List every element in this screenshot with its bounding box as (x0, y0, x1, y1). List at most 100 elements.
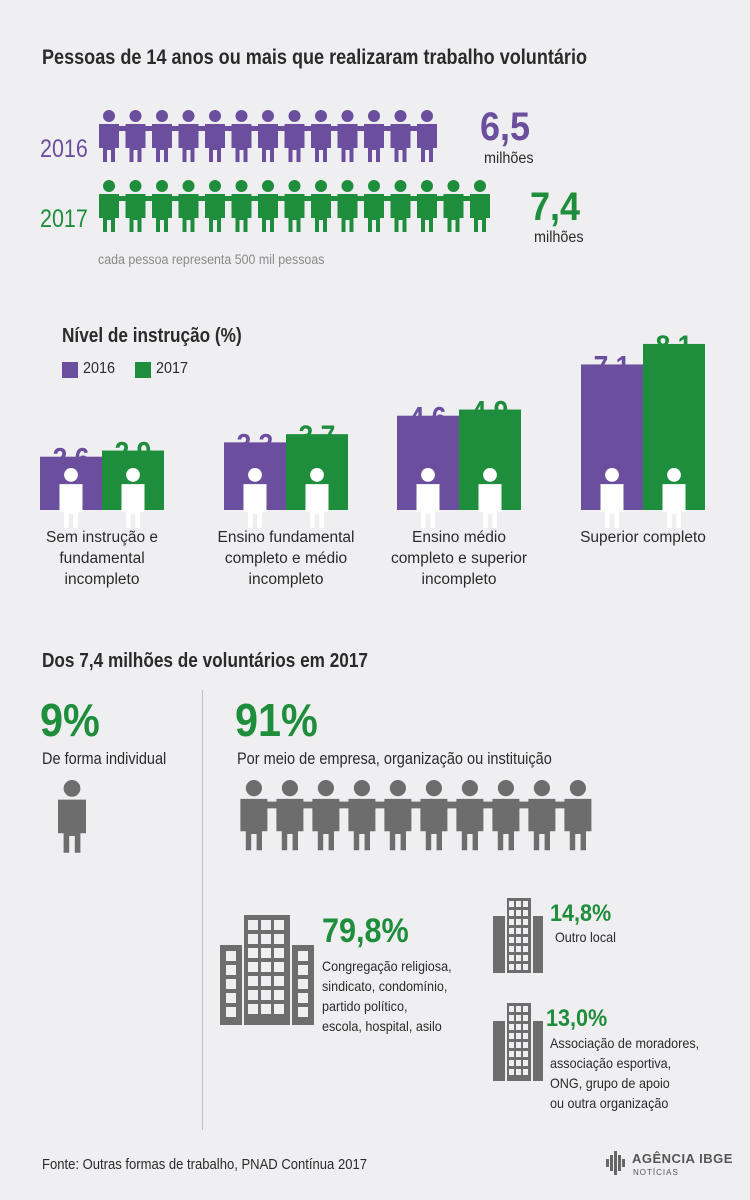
category-label-3: Superior completo (580, 529, 706, 546)
linked-arm (197, 126, 206, 131)
breakdown-pct-other: 14,8% (550, 900, 612, 927)
linked-arm (266, 801, 278, 809)
linked-arm (383, 126, 392, 131)
people-row-2016 (99, 110, 437, 162)
person-icon (390, 110, 411, 162)
linked-arm (144, 196, 153, 201)
volunteers-heading: Dos 7,4 milhões de voluntários em 2017 (42, 650, 368, 672)
ibge-logo-icon (606, 1151, 625, 1175)
person-icon (470, 180, 490, 232)
linked-arm (482, 801, 494, 809)
person-icon (305, 468, 329, 528)
person-icon (178, 110, 199, 162)
person-icon (456, 780, 484, 851)
linked-arm (224, 126, 233, 131)
linked-arm (171, 196, 180, 201)
linked-arm (197, 196, 206, 201)
person-icon (662, 468, 686, 528)
brand-line1: AGÊNCIA IBGE (632, 1151, 733, 1166)
linked-arm (330, 196, 339, 201)
person-icon (276, 780, 304, 851)
person-icon (152, 180, 172, 232)
person-icon (337, 180, 358, 232)
individual-pct: 9% (40, 694, 100, 746)
section-divider (202, 690, 203, 1130)
value-2016: 6,5 (480, 105, 531, 149)
category-label-1: completo e médio (225, 550, 347, 567)
linked-arm (409, 126, 418, 131)
person-icon (528, 780, 556, 851)
person-icon (178, 180, 199, 232)
person-icon (121, 468, 145, 528)
person-icon (231, 110, 252, 162)
linked-arm (356, 196, 365, 201)
category-label-1: Ensino fundamental (217, 529, 354, 546)
person-icon (99, 110, 119, 162)
person-icon (416, 468, 440, 528)
person-icon (258, 180, 278, 232)
linked-arm (224, 196, 233, 201)
linked-arm (303, 196, 312, 201)
bar-label-2016-3: 7,1 (594, 349, 631, 383)
breakdown-desc-association: Associação de moradores, associação espo… (550, 1035, 700, 1111)
person-icon (205, 110, 225, 162)
organization-people-row (240, 780, 592, 851)
person-icon (125, 110, 146, 162)
linked-arm (171, 126, 180, 131)
person-icon (284, 180, 305, 232)
category-label-2: completo e superior (391, 550, 527, 567)
bar-label-2017-1: 3,7 (299, 419, 336, 453)
linked-arm (277, 196, 286, 201)
category-label-1: incompleto (249, 571, 324, 588)
person-icon (492, 780, 520, 851)
bar-label-2017-0: 2,9 (115, 435, 152, 469)
linked-arm (383, 196, 392, 201)
building-icon-large (220, 915, 314, 1025)
category-label-2: Ensino médio (412, 529, 506, 546)
brand-line2: NOTÍCIAS (633, 1168, 679, 1177)
legend-swatch-2016 (62, 362, 78, 378)
person-icon (443, 180, 464, 232)
building-icon-other-local (493, 898, 543, 973)
legend-label-2017: 2017 (156, 360, 189, 377)
legend-swatch-2017 (135, 362, 151, 378)
breakdown-pct-religious: 79,8% (322, 912, 409, 950)
unit-2017: milhões (534, 229, 584, 246)
page-title: Pessoas de 14 anos ou mais que realizara… (42, 46, 588, 69)
person-icon (284, 110, 305, 162)
year-2016-label: 2016 (40, 135, 88, 163)
person-icon (243, 468, 267, 528)
category-label-2: incompleto (422, 571, 497, 588)
person-icon (478, 468, 502, 528)
person-icon (564, 780, 592, 851)
category-label-0: incompleto (65, 571, 140, 588)
person-icon (364, 110, 384, 162)
person-icon (420, 780, 448, 851)
linked-arm (144, 126, 153, 131)
person-icon (337, 110, 358, 162)
unit-2016: milhões (484, 150, 534, 167)
linked-arm (250, 126, 259, 131)
linked-arm (330, 126, 339, 131)
linked-arm (446, 801, 458, 809)
linked-arm (302, 801, 314, 809)
category-label-0: Sem instrução e (46, 529, 158, 546)
bar-label-2016-1: 3,3 (237, 427, 274, 461)
person-icon (348, 780, 376, 851)
bar-label-2017-2: 4,9 (472, 394, 509, 428)
organization-pct: 91% (235, 694, 318, 746)
category-label-0: fundamental (59, 550, 144, 567)
linked-arm (118, 196, 127, 201)
linked-arm (356, 126, 365, 131)
pictogram-note: cada pessoa representa 500 mil pessoas (98, 252, 325, 267)
building-icon-association (493, 1003, 543, 1081)
individual-label: De forma individual (42, 750, 167, 768)
linked-arm (462, 196, 471, 201)
breakdown-desc-other: Outro local (555, 929, 616, 945)
legend-label-2016: 2016 (83, 360, 116, 377)
person-icon (417, 180, 437, 232)
person-icon (384, 780, 412, 851)
linked-arm (277, 126, 286, 131)
linked-arm (374, 801, 386, 809)
